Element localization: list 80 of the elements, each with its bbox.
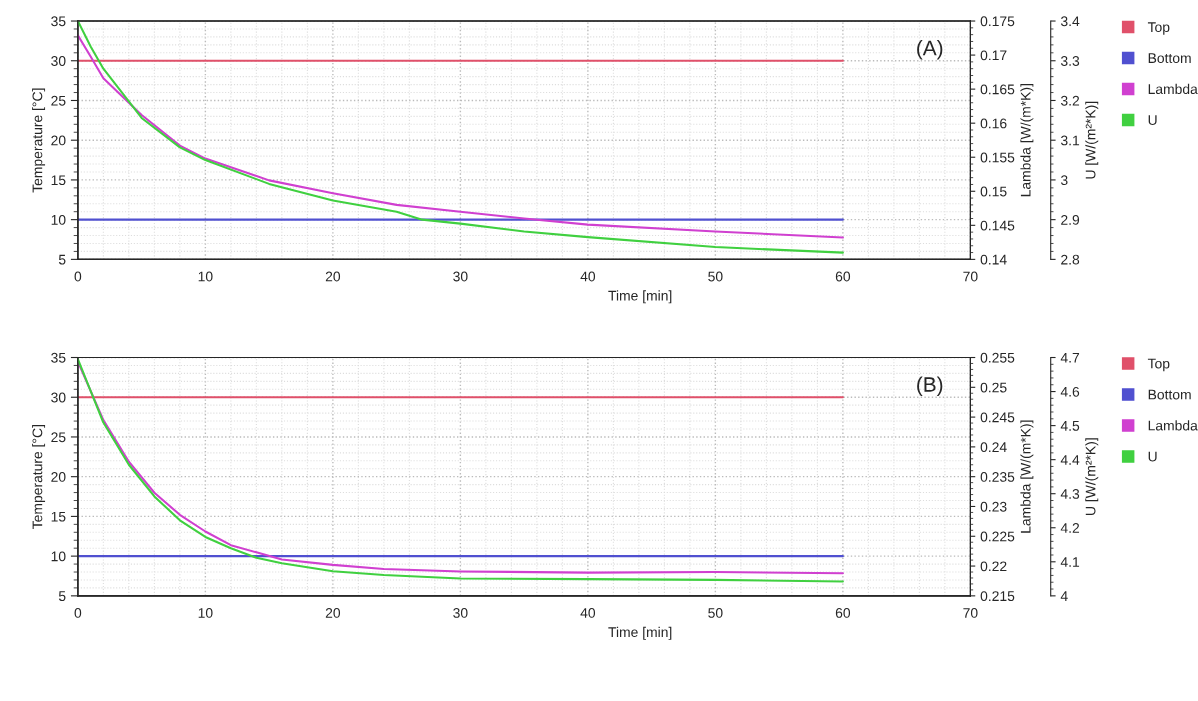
y-axis-title: Temperature [°C] bbox=[32, 88, 46, 193]
y-tick-label: 10 bbox=[51, 551, 66, 562]
legend-label: Lambda bbox=[1148, 420, 1198, 431]
x-tick-label: 30 bbox=[453, 271, 468, 282]
y-tick-label: 35 bbox=[51, 352, 66, 363]
x-tick-label: 70 bbox=[963, 271, 978, 282]
y3-tick-label: 4 bbox=[1060, 591, 1068, 601]
x-tick-label: 40 bbox=[580, 271, 596, 282]
y3-tick-label: 4.6 bbox=[1060, 386, 1080, 397]
x-tick-label: 30 bbox=[453, 608, 468, 618]
y2-tick-label: 0.255 bbox=[980, 352, 1015, 363]
legend-label: Top bbox=[1147, 358, 1170, 372]
x-tick-label: 70 bbox=[963, 608, 978, 618]
y2-tick-label: 0.15 bbox=[980, 186, 1007, 197]
y2-tick-label: 0.25 bbox=[980, 382, 1007, 393]
y-tick-label: 15 bbox=[51, 511, 66, 522]
y3-tick-label: 2.9 bbox=[1061, 214, 1080, 225]
y2-tick-label: 0.175 bbox=[980, 16, 1015, 27]
legend-label: Bottom bbox=[1148, 53, 1191, 64]
y-tick-label: 30 bbox=[51, 392, 66, 403]
x-tick-label: 40 bbox=[580, 608, 596, 618]
x-tick-label: 60 bbox=[835, 608, 851, 618]
y2-tick-label: 0.24 bbox=[980, 442, 1007, 453]
x-tick-label: 0 bbox=[74, 271, 82, 282]
y-tick-label: 5 bbox=[58, 591, 66, 602]
x-axis-title: Time [min] bbox=[608, 626, 672, 640]
y-tick-label: 25 bbox=[51, 432, 66, 443]
y2-tick-label: 0.17 bbox=[980, 50, 1007, 61]
y3-tick-label: 3 bbox=[1060, 175, 1068, 186]
y3-tick-label: 4.2 bbox=[1060, 523, 1080, 533]
y2-tick-label: 0.215 bbox=[980, 591, 1015, 602]
x-tick-label: 60 bbox=[835, 271, 851, 282]
y3-tick-label: 2.8 bbox=[1061, 254, 1080, 265]
y3-axis-title: U [W/(m²*K)] bbox=[1085, 438, 1099, 515]
y-axis-title: Temperature [°C] bbox=[32, 425, 46, 529]
legend-label: U bbox=[1148, 451, 1157, 462]
y3-tick-label: 4.3 bbox=[1060, 489, 1080, 499]
y3-tick-label: 3.3 bbox=[1060, 56, 1080, 66]
y-tick-label: 30 bbox=[51, 56, 66, 66]
y-tick-label: 20 bbox=[51, 472, 66, 482]
legend-label: Lambda bbox=[1148, 83, 1198, 95]
legend-label: U bbox=[1148, 115, 1157, 126]
y3-tick-label: 3.1 bbox=[1060, 135, 1080, 146]
y3-tick-label: 3.2 bbox=[1060, 95, 1080, 106]
y2-tick-label: 0.155 bbox=[980, 152, 1015, 163]
annotation: (A) bbox=[917, 40, 943, 60]
x-tick-label: 50 bbox=[708, 608, 723, 618]
y2-tick-label: 0.225 bbox=[980, 531, 1015, 542]
y-tick-label: 15 bbox=[51, 175, 66, 186]
y2-tick-label: 0.235 bbox=[980, 472, 1015, 482]
x-tick-label: 10 bbox=[198, 271, 213, 282]
x-axis-title: Time [min] bbox=[608, 290, 672, 304]
y2-tick-label: 0.145 bbox=[980, 220, 1015, 231]
x-tick-label: 50 bbox=[708, 271, 723, 282]
y2-tick-label: 0.14 bbox=[980, 254, 1007, 265]
y-tick-label: 35 bbox=[51, 16, 66, 27]
x-tick-label: 0 bbox=[74, 608, 82, 618]
y3-tick-label: 3.4 bbox=[1060, 16, 1080, 27]
y2-tick-label: 0.22 bbox=[980, 561, 1007, 572]
y-tick-label: 10 bbox=[51, 214, 66, 225]
legend-label: Top bbox=[1147, 22, 1170, 35]
y2-tick-label: 0.165 bbox=[980, 84, 1015, 95]
x-tick-label: 10 bbox=[198, 608, 213, 618]
y3-tick-label: 4.4 bbox=[1060, 455, 1080, 465]
y-tick-label: 5 bbox=[58, 254, 66, 265]
y3-tick-label: 4.1 bbox=[1060, 557, 1080, 567]
y2-tick-label: 0.245 bbox=[980, 412, 1015, 423]
y2-axis-title: Lambda [W/(m*K)] bbox=[1020, 84, 1034, 197]
y3-tick-label: 4.7 bbox=[1060, 352, 1080, 363]
x-tick-label: 20 bbox=[325, 608, 341, 618]
x-tick-label: 20 bbox=[325, 271, 341, 282]
y-tick-label: 20 bbox=[51, 135, 66, 146]
y2-tick-label: 0.23 bbox=[980, 501, 1007, 512]
annotation: (B) bbox=[917, 376, 943, 396]
legend-label: Bottom bbox=[1148, 389, 1191, 400]
y2-axis-title: Lambda [W/(m*K)] bbox=[1020, 420, 1034, 533]
y2-tick-label: 0.16 bbox=[980, 118, 1007, 129]
y3-axis-title: U [W/(m²*K)] bbox=[1085, 101, 1099, 179]
y-tick-label: 25 bbox=[51, 95, 66, 106]
y3-tick-label: 4.5 bbox=[1060, 421, 1080, 431]
